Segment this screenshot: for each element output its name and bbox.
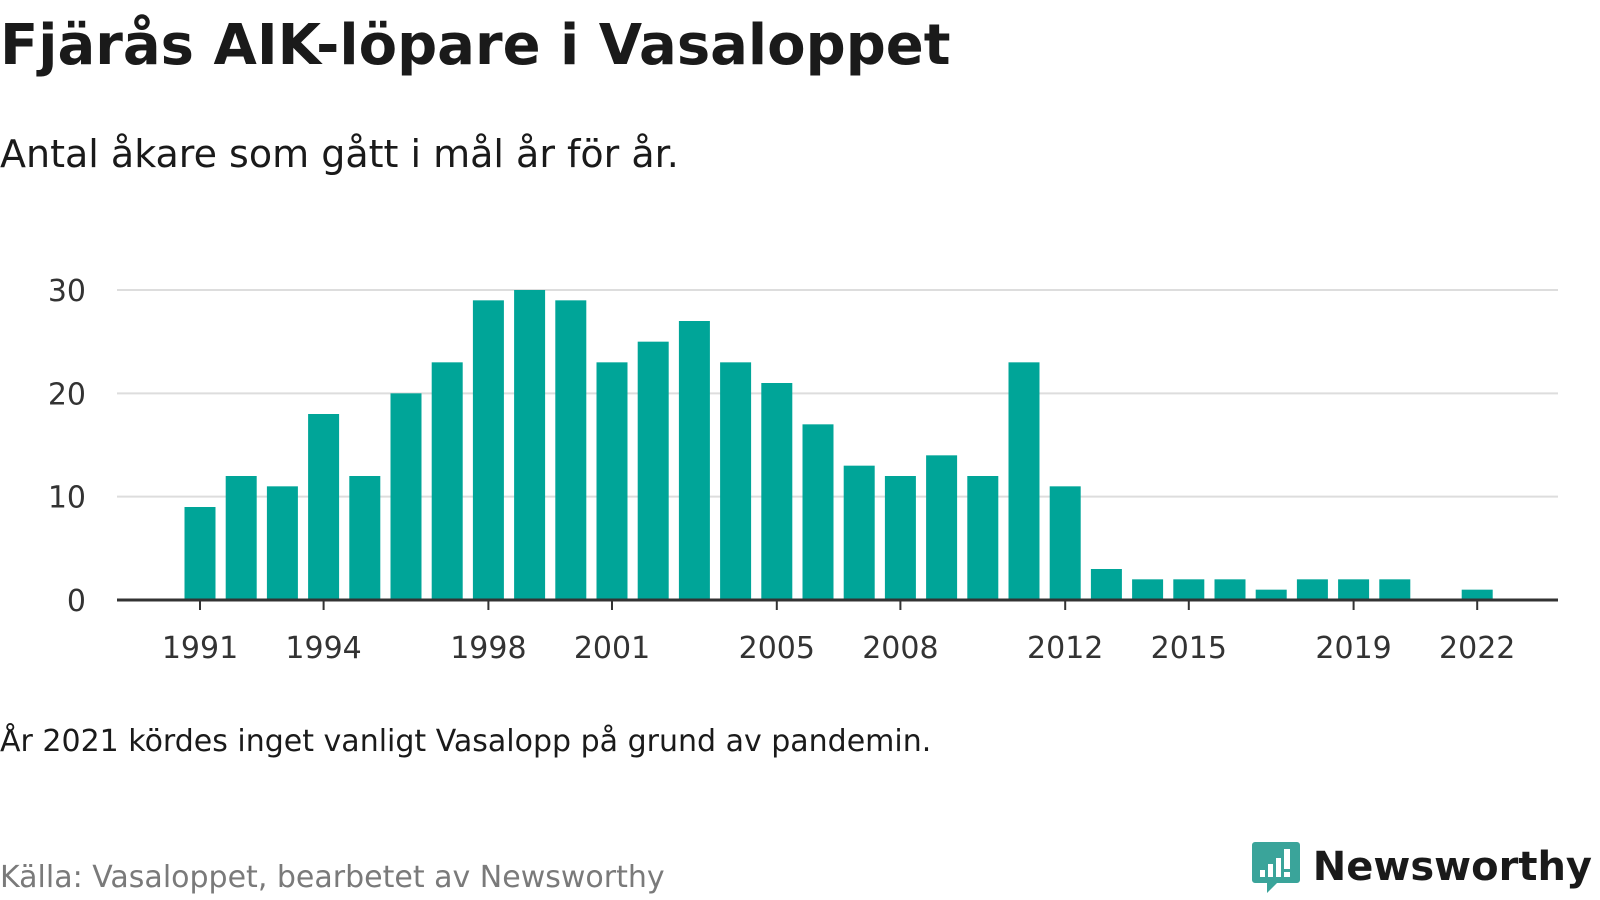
bar-2004 — [720, 362, 752, 600]
axes: 0 10 20 30 1991 1994 1998 2001 2005 2008 2012 2015 2… — [48, 274, 1558, 666]
bar-2001 — [596, 362, 628, 600]
bar-1992 — [225, 476, 257, 600]
bar-2007 — [843, 465, 875, 600]
bar-1996 — [390, 393, 422, 600]
y-tick-label: 0 — [67, 584, 86, 619]
bar-1993 — [266, 486, 298, 600]
bar-2011 — [1008, 362, 1040, 600]
x-tick-label: 2022 — [1439, 631, 1515, 666]
x-tick-label: 1994 — [285, 631, 361, 666]
x-tick-label: 2012 — [1027, 631, 1103, 666]
x-tick-label: 1991 — [162, 631, 238, 666]
bar-2016 — [1214, 579, 1246, 600]
bar-2015 — [1173, 579, 1205, 600]
bar-1995 — [349, 476, 381, 600]
x-tick-label: 2008 — [862, 631, 938, 666]
bar-2017 — [1255, 589, 1287, 600]
bar-2012 — [1049, 486, 1081, 600]
chart-note: År 2021 kördes inget vanligt Vasalopp på… — [0, 724, 932, 759]
chart-subtitle: Antal åkare som gått i mål år för år. — [0, 132, 679, 176]
bar-2014 — [1132, 579, 1164, 600]
bar-2013 — [1090, 569, 1122, 600]
y-tick-label: 30 — [48, 274, 86, 309]
bar-2003 — [678, 321, 710, 600]
bar-1991 — [184, 507, 216, 600]
bar-2010 — [967, 476, 999, 600]
newsworthy-logo-icon — [1251, 842, 1300, 893]
bars — [184, 290, 1493, 600]
bar-2022 — [1461, 589, 1493, 600]
brand-name: Newsworthy — [1312, 844, 1592, 890]
bar-2008 — [884, 476, 916, 600]
y-tick-label: 10 — [48, 481, 86, 516]
bar-1994 — [308, 414, 340, 600]
bar-2000 — [555, 300, 587, 600]
bar-1999 — [514, 290, 546, 600]
bar-2005 — [761, 383, 793, 600]
y-tick-label: 20 — [48, 377, 86, 412]
x-tick-label: 2019 — [1315, 631, 1391, 666]
x-tick-label: 2015 — [1151, 631, 1227, 666]
source-credit: Källa: Vasaloppet, bearbetet av Newswort… — [0, 860, 665, 895]
bar-2006 — [802, 424, 834, 600]
bar-chart: 0 10 20 30 1991 1994 1998 2001 2005 2008 2012 2015 2… — [48, 274, 1558, 666]
newsworthy-logo: Newsworthy — [1251, 840, 1592, 894]
bar-1998 — [472, 300, 504, 600]
x-tick-label: 2005 — [739, 631, 815, 666]
bar-2002 — [637, 341, 669, 600]
x-tick-label: 2001 — [574, 631, 650, 666]
bar-2019 — [1338, 579, 1370, 600]
bar-2009 — [926, 455, 958, 600]
bar-2018 — [1296, 579, 1328, 600]
chart-title: Fjärås AIK-löpare i Vasaloppet — [0, 13, 951, 78]
x-tick-label: 1998 — [450, 631, 526, 666]
bar-2020 — [1379, 579, 1411, 600]
bar-1997 — [431, 362, 463, 600]
